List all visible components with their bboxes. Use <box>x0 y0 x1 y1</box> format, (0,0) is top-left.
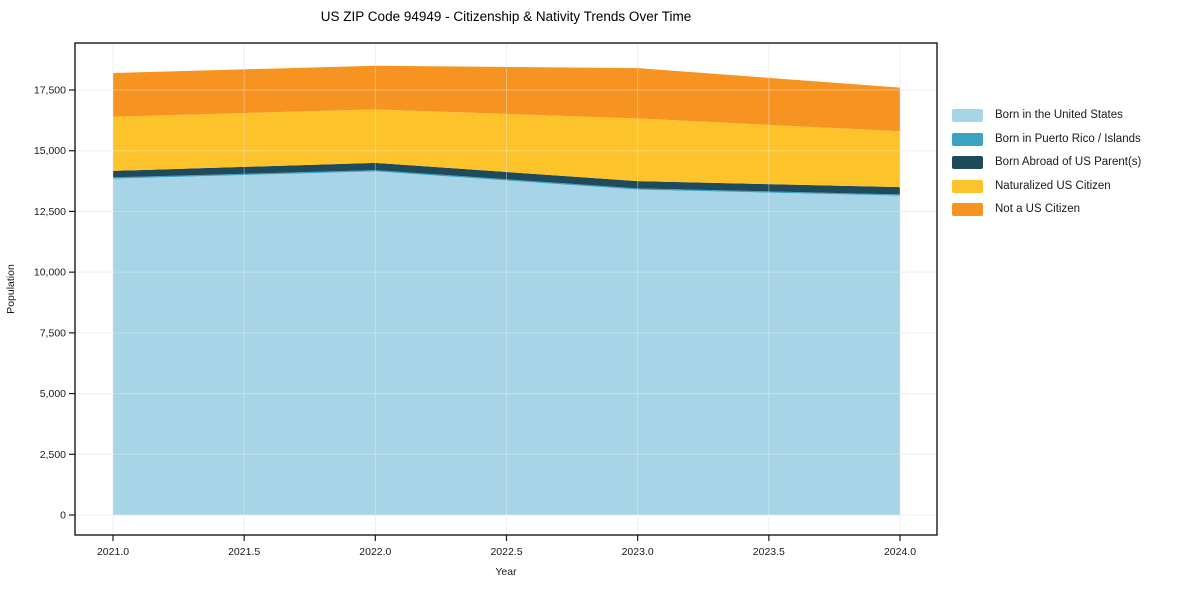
legend-item: Naturalized US Citizen <box>952 179 1141 193</box>
y-tick-label: 12,500 <box>34 206 66 218</box>
y-tick-label: 10,000 <box>34 267 66 279</box>
y-tick-label: 15,000 <box>34 145 66 157</box>
y-axis-label: Population <box>5 264 17 314</box>
area-series-1 <box>113 170 900 196</box>
x-tick-label: 2023.0 <box>622 546 654 558</box>
legend-swatch-icon <box>952 132 983 146</box>
legend-label: Naturalized US Citizen <box>995 179 1111 192</box>
x-tick-label: 2024.0 <box>884 546 916 558</box>
area-series-0 <box>113 171 900 515</box>
legend-swatch-icon <box>952 156 983 169</box>
area-series-3 <box>113 109 900 188</box>
x-tick-label: 2022.0 <box>359 546 391 558</box>
legend-label: Born Abroad of US Parent(s) <box>995 156 1142 168</box>
y-tick-label: 17,500 <box>34 85 66 97</box>
legend: Born in the United States Born in Puerto … <box>952 109 1141 227</box>
legend-item: Not a US Citizen <box>952 203 1141 216</box>
legend-label: Born in Puerto Rico / Islands <box>995 132 1141 145</box>
x-axis-label: Year <box>495 566 517 578</box>
x-tick-label: 2021.0 <box>97 546 129 558</box>
legend-swatch-icon <box>952 109 983 122</box>
y-tick-label: 0 <box>60 510 66 522</box>
y-tick-label: 5,000 <box>40 388 66 400</box>
legend-item: Born Abroad of US Parent(s) <box>952 156 1141 169</box>
legend-item: Born in the United States <box>952 109 1141 122</box>
y-tick-label: 2,500 <box>40 449 66 461</box>
x-tick-label: 2021.5 <box>228 546 260 558</box>
legend-label: Born in the United States <box>995 109 1123 121</box>
x-tick-label: 2022.5 <box>490 546 522 558</box>
legend-item: Born in Puerto Rico / Islands <box>952 132 1141 146</box>
plot-area: 2021.0 2021.5 2022.0 2022.5 2023.0 2023.5 2024… <box>34 42 938 558</box>
area-series-2 <box>113 162 900 195</box>
x-tick-label: 2023.5 <box>753 546 785 558</box>
chart-title: US ZIP Code 94949 - Citizenship & Nativi… <box>320 9 692 24</box>
y-tick-label: 7,500 <box>40 327 66 339</box>
legend-swatch-icon <box>952 179 983 193</box>
area-series-4 <box>113 65 900 132</box>
legend-swatch-icon <box>952 203 983 216</box>
legend-label: Not a US Citizen <box>995 203 1081 215</box>
